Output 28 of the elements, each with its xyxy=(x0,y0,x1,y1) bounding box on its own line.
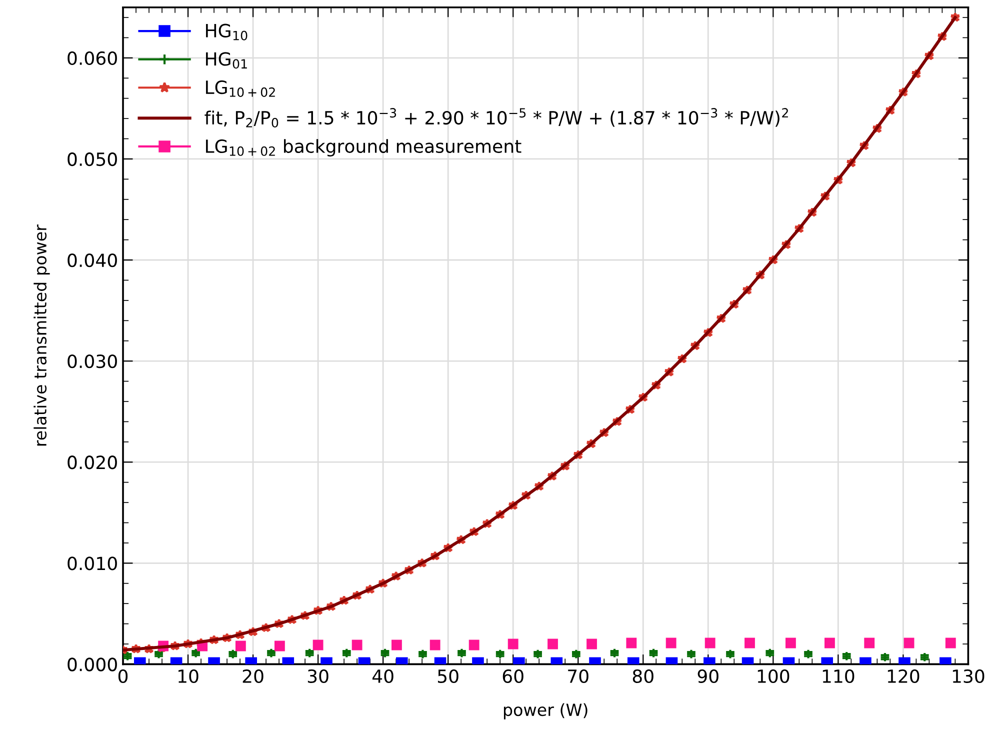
x-tick-label: 10 xyxy=(178,669,198,684)
x-tick-label: 110 xyxy=(822,669,854,684)
x-axis-title: power (W) xyxy=(504,703,588,720)
legend-label: LG$_{10+02}$ xyxy=(206,80,275,97)
legend-label: HG$_{10}$ xyxy=(206,24,248,40)
y-tick-label: 0.010 xyxy=(68,556,117,570)
x-tick-label: 120 xyxy=(888,669,920,684)
y-tick-label: 0.050 xyxy=(68,152,117,166)
text: fit, P$_{2}$/P$_{0}$ = 1.5 * 10$^{−3}$ + 2.90 * 10$^{−5}$ * P/W + (1.87 * 10$^{−3}$ * P/W)$^{2}$ xyxy=(204,108,788,128)
x-tick-label: 50 xyxy=(438,669,458,684)
x-tick-label: 70 xyxy=(568,669,588,684)
y-axis-title: relative transmitted power xyxy=(34,224,50,446)
x-tick-label: 40 xyxy=(372,669,394,684)
x-tick-label: 20 xyxy=(242,669,264,684)
x-tick-label: 90 xyxy=(698,669,718,684)
x-tick-label: 30 xyxy=(308,669,328,684)
legend-label: LG$_{10+02}$ background measurement xyxy=(206,139,522,157)
y-tick-label: 0.000 xyxy=(68,658,117,672)
x-tick-label: 60 xyxy=(502,669,524,684)
x-tick-label: 80 xyxy=(632,669,654,684)
x-tick-label: 0 xyxy=(118,669,128,684)
x-tick-label: 100 xyxy=(758,669,790,684)
y-tick-label: 0.060 xyxy=(68,51,117,66)
legend-label: HG$_{01}$ xyxy=(206,52,247,69)
y-tick-label: 0.020 xyxy=(68,456,117,470)
y-tick-label: 0.030 xyxy=(68,354,117,368)
y-tick-label: 0.040 xyxy=(68,253,117,268)
x-tick-label: 130 xyxy=(952,669,984,684)
